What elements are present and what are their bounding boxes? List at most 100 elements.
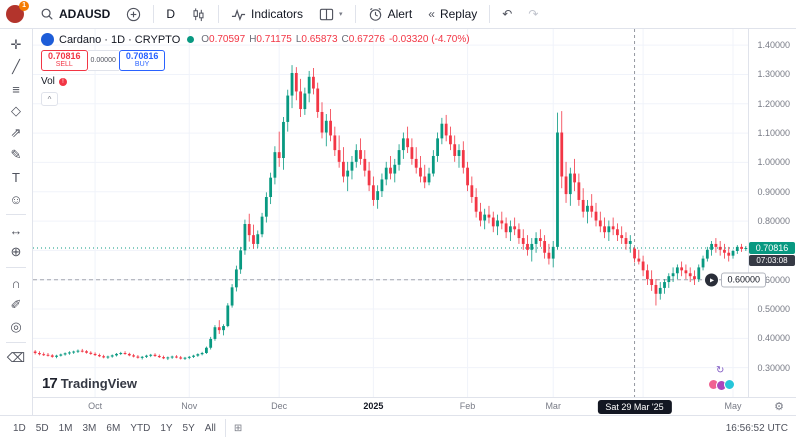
time-axis-label: Mar bbox=[545, 401, 561, 411]
cursor-icon[interactable]: ✛ bbox=[10, 37, 22, 52]
range-button-1y[interactable]: 1Y bbox=[155, 421, 177, 436]
indicators-icon bbox=[231, 8, 246, 21]
clock-utc[interactable]: 16:56:52 UTC bbox=[725, 422, 788, 434]
interval-button[interactable]: D bbox=[159, 2, 182, 26]
indicators-label: Indicators bbox=[251, 7, 304, 21]
redo-button[interactable]: ↷ bbox=[521, 2, 545, 26]
time-axis-label: Nov bbox=[181, 401, 198, 411]
axis-settings-gear-icon[interactable]: ⚙ bbox=[774, 401, 784, 413]
replay-icon: « bbox=[428, 7, 435, 21]
zoom-in-icon[interactable]: ⊕ bbox=[10, 244, 22, 259]
top-toolbar: 1 ADAUSD D Indicators bbox=[0, 0, 796, 29]
buy-button[interactable]: 0.70816 BUY bbox=[118, 50, 166, 71]
toolbar-separator bbox=[354, 5, 356, 23]
chart-legend[interactable]: Cardano · 1D · CRYPTO O0.70597 H0.71175 … bbox=[41, 33, 470, 46]
price-axis-label: 0.60000 bbox=[757, 274, 790, 285]
collapse-legend-button[interactable]: ^ bbox=[41, 92, 58, 106]
chart-area: Cardano · 1D · CRYPTO O0.70597 H0.71175 … bbox=[33, 29, 796, 415]
spread-value: 0.00000 bbox=[87, 50, 119, 71]
volume-legend[interactable]: Vol ! bbox=[41, 76, 67, 87]
range-button-ytd[interactable]: YTD bbox=[125, 421, 155, 436]
toolbar-separator bbox=[489, 5, 491, 23]
price-axis-label: 0.50000 bbox=[757, 304, 790, 315]
compare-add-button[interactable] bbox=[119, 2, 148, 26]
time-axis-label: 2025 bbox=[363, 401, 384, 411]
trade-widget: 0.70816 SELL 0.00000 0.70816 BUY bbox=[41, 50, 166, 71]
toolbar-separator bbox=[6, 267, 26, 268]
range-button-5y[interactable]: 5Y bbox=[178, 421, 200, 436]
redo-icon: ↷ bbox=[528, 7, 539, 21]
bottom-toolbar: 1D 5D 1M 3M 6M YTD 1Y 5Y All ⊞ 16:56:52 UTC bbox=[0, 415, 796, 440]
drawing-toolbar: ✛ ╱ ≡ ◇ ⇗ ✎ T ☺ ↔ ⊕ ∩ ✐ ◎ ⌫ bbox=[0, 29, 33, 415]
toolbar-separator bbox=[6, 342, 26, 343]
buy-price: 0.70816 bbox=[125, 51, 159, 61]
time-axis-label: Feb bbox=[459, 401, 476, 411]
plus-icon bbox=[127, 7, 141, 21]
layout-grid-icon bbox=[319, 8, 334, 20]
indicators-button[interactable]: Indicators bbox=[224, 2, 310, 26]
time-axis-label: Dec bbox=[271, 401, 288, 411]
alert-button[interactable]: Alert bbox=[361, 2, 420, 26]
sell-label: SELL bbox=[55, 61, 73, 69]
layout-button[interactable]: ▾ bbox=[312, 2, 350, 26]
toolbar-separator bbox=[224, 419, 226, 437]
undo-button[interactable]: ↶ bbox=[495, 2, 519, 26]
magnet-icon[interactable]: ∩ bbox=[11, 275, 21, 291]
cardano-logo-icon bbox=[41, 33, 54, 46]
chart-stickers[interactable]: ↻ bbox=[708, 365, 738, 393]
long-position-icon[interactable]: ⇗ bbox=[10, 125, 22, 140]
high-value: 0.71175 bbox=[256, 34, 292, 45]
range-button-1m[interactable]: 1M bbox=[54, 421, 78, 436]
range-button-5d[interactable]: 5D bbox=[31, 421, 54, 436]
fib-retracement-icon[interactable]: ≡ bbox=[12, 81, 20, 97]
low-value: 0.65873 bbox=[301, 34, 338, 45]
range-button-3m[interactable]: 3M bbox=[78, 421, 102, 436]
edit-icon[interactable]: ✐ bbox=[10, 297, 22, 312]
account-menu[interactable]: 1 bbox=[6, 1, 29, 24]
trend-line-icon[interactable]: ╱ bbox=[12, 59, 20, 74]
price-axis-label: 1.40000 bbox=[757, 40, 790, 51]
xabcd-pattern-icon[interactable]: ◇ bbox=[11, 103, 21, 118]
alert-clock-icon bbox=[369, 7, 381, 21]
tradingview-logo-text: TradingView bbox=[60, 376, 138, 391]
price-axis[interactable]: 1.40000 1.30000 1.20000 1.10000 1.00000 0.900… bbox=[748, 29, 796, 397]
alert-line-control[interactable]: ▸ 0.60000 bbox=[705, 272, 766, 288]
candlestick-chart[interactable] bbox=[33, 29, 748, 397]
time-axis[interactable]: Oct Nov Dec 2025 Feb Mar May Sat 29 Mar '25 bbox=[33, 397, 796, 415]
range-selector: 1D 5D 1M 3M 6M YTD 1Y 5Y All bbox=[8, 421, 221, 436]
symbol-search[interactable]: ADAUSD bbox=[33, 2, 117, 26]
tradingview-logo-icon: 17 bbox=[42, 375, 58, 392]
emoji-icon[interactable]: ☺ bbox=[9, 191, 23, 207]
price-axis-label: 1.30000 bbox=[757, 69, 790, 80]
price-axis-label: 0.80000 bbox=[757, 216, 790, 227]
time-axis-label: May bbox=[724, 401, 742, 411]
undo-icon: ↶ bbox=[502, 7, 513, 21]
alert-price-label: 0.60000 bbox=[721, 272, 766, 288]
time-axis-label: Oct bbox=[88, 401, 103, 411]
close-value: 0.67276 bbox=[348, 34, 385, 45]
range-button-6m[interactable]: 6M bbox=[101, 421, 125, 436]
toolbar-separator bbox=[153, 5, 155, 23]
text-icon[interactable]: T bbox=[12, 169, 20, 185]
price-axis-label: 1.20000 bbox=[757, 98, 790, 109]
hide-drawings-icon[interactable]: ◎ bbox=[10, 319, 22, 334]
go-to-date-icon[interactable]: ⊞ bbox=[233, 422, 243, 434]
price-axis-label: 0.30000 bbox=[757, 362, 790, 373]
buy-label: BUY bbox=[134, 61, 150, 69]
remove-drawings-icon[interactable]: ⌫ bbox=[6, 350, 26, 365]
order-line-button[interactable]: ▸ bbox=[705, 273, 719, 287]
ohlc-values: O0.70597 H0.71175 L0.65873 C0.67276 -0.0… bbox=[201, 34, 470, 45]
chevron-up-icon: ^ bbox=[47, 94, 52, 104]
notification-badge: 1 bbox=[19, 1, 29, 11]
range-button-1d[interactable]: 1D bbox=[8, 421, 31, 436]
legend-title: Cardano · 1D · CRYPTO bbox=[59, 33, 181, 46]
replay-button[interactable]: « Replay bbox=[421, 2, 484, 26]
replay-label: Replay bbox=[439, 7, 478, 21]
price-axis-label: 0.40000 bbox=[757, 333, 790, 344]
range-button-all[interactable]: All bbox=[200, 421, 221, 436]
symbol-label: ADAUSD bbox=[59, 7, 111, 21]
brush-icon[interactable]: ✎ bbox=[10, 147, 22, 162]
measure-icon[interactable]: ↔ bbox=[9, 222, 23, 238]
chart-type-button[interactable] bbox=[184, 2, 213, 26]
sell-button[interactable]: 0.70816 SELL bbox=[41, 50, 88, 71]
